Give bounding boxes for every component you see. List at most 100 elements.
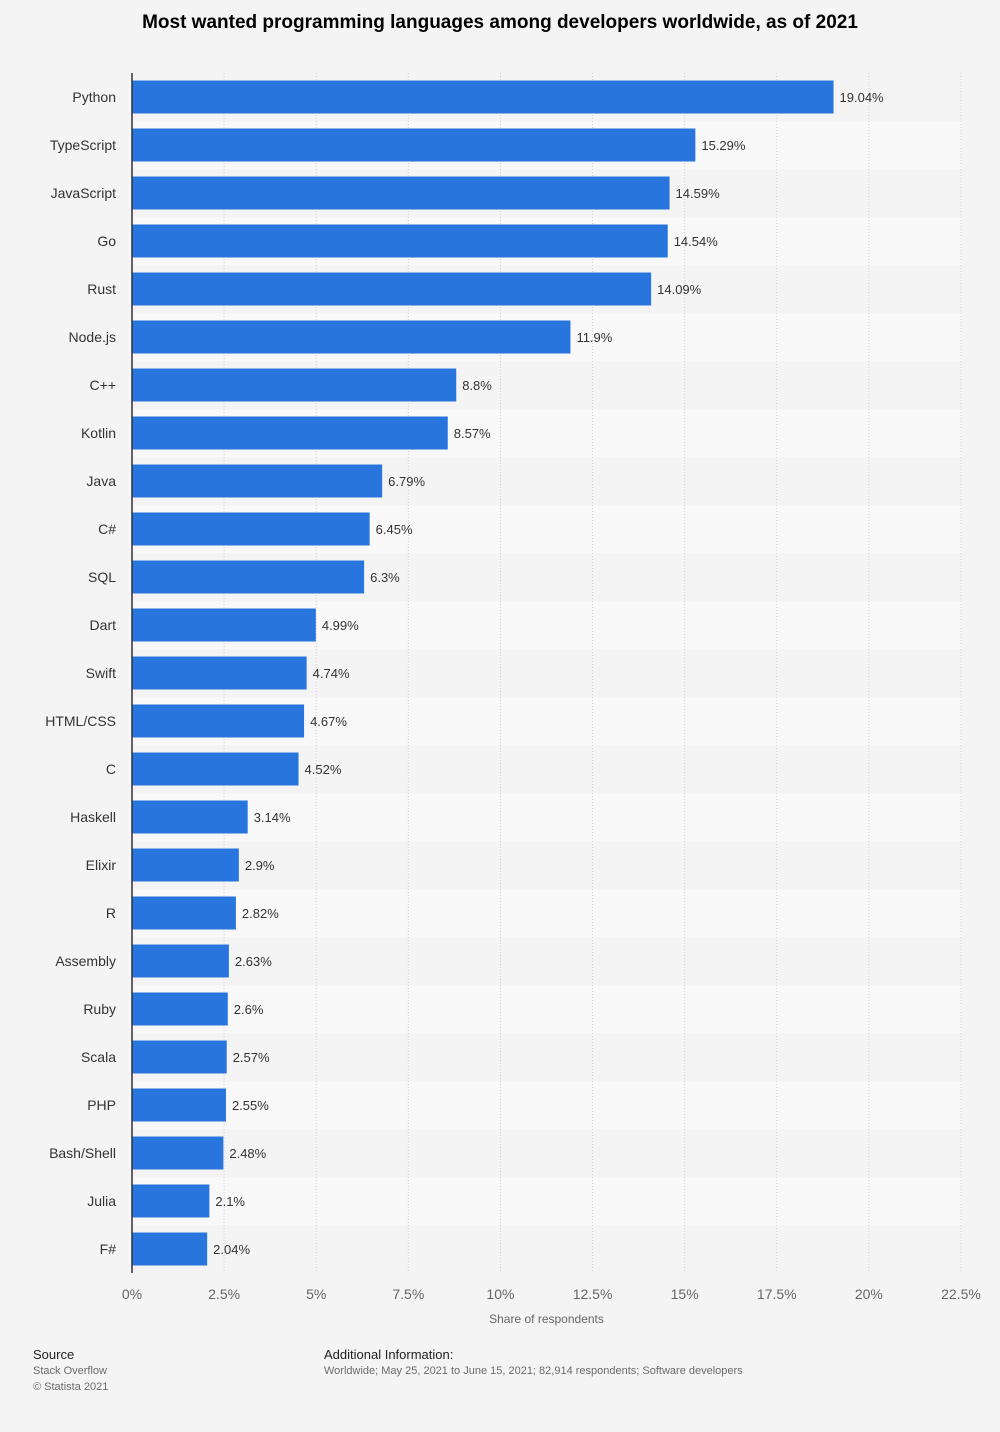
- additional-info-heading: Additional Information:: [324, 1347, 454, 1362]
- bar: [132, 224, 668, 258]
- bar: [132, 800, 248, 834]
- category-label: Kotlin: [81, 425, 116, 441]
- category-label: F#: [100, 1241, 117, 1257]
- x-tick-label: 15%: [671, 1286, 699, 1302]
- bar: [132, 1088, 226, 1122]
- row-band: [132, 1081, 961, 1129]
- value-label: 14.09%: [657, 282, 702, 297]
- category-label: C++: [90, 377, 116, 393]
- bar-chart: Python 19.04% TypeScript 15.29% JavaScript 14…: [45, 73, 981, 1326]
- category-label: Assembly: [55, 953, 116, 969]
- value-label: 4.74%: [313, 666, 350, 681]
- category-label: Swift: [86, 665, 116, 681]
- category-label: Dart: [90, 617, 117, 633]
- category-label: TypeScript: [50, 137, 116, 153]
- x-tick-label: 22.5%: [941, 1286, 981, 1302]
- category-label: JavaScript: [51, 185, 116, 201]
- bar: [132, 1136, 224, 1170]
- value-label: 4.99%: [322, 618, 359, 633]
- bar: [132, 1040, 227, 1074]
- value-label: 6.3%: [370, 570, 400, 585]
- value-label: 11.9%: [576, 330, 612, 345]
- x-tick-label: 17.5%: [757, 1286, 797, 1302]
- category-label: Scala: [81, 1049, 116, 1065]
- bar: [132, 176, 670, 210]
- bar: [132, 80, 834, 114]
- x-tick-label: 2.5%: [208, 1286, 240, 1302]
- value-label: 2.48%: [229, 1146, 266, 1161]
- bar: [132, 320, 571, 354]
- bar: [132, 704, 305, 738]
- source-name: Stack Overflow: [33, 1365, 107, 1377]
- bar: [132, 272, 652, 306]
- value-label: 8.57%: [454, 426, 491, 441]
- x-axis-title: Share of respondents: [489, 1312, 604, 1326]
- bar: [132, 1232, 208, 1266]
- bar: [132, 752, 299, 786]
- bar: [132, 512, 370, 546]
- source-heading: Source: [33, 1347, 75, 1362]
- value-label: 2.63%: [235, 954, 272, 969]
- x-tick-label: 7.5%: [392, 1286, 424, 1302]
- value-label: 2.82%: [242, 906, 279, 921]
- category-label: PHP: [87, 1097, 116, 1113]
- category-label: Elixir: [86, 857, 117, 873]
- x-tick-label: 20%: [855, 1286, 883, 1302]
- category-label: HTML/CSS: [45, 713, 116, 729]
- bar: [132, 128, 696, 162]
- category-label: Java: [86, 473, 116, 489]
- copyright: © Statista 2021: [33, 1381, 109, 1393]
- value-label: 8.8%: [462, 378, 492, 393]
- category-label: Julia: [87, 1193, 116, 1209]
- value-label: 15.29%: [701, 138, 746, 153]
- additional-info-text: Worldwide; May 25, 2021 to June 15, 2021…: [324, 1365, 743, 1377]
- value-label: 14.54%: [674, 234, 719, 249]
- value-label: 2.6%: [234, 1002, 264, 1017]
- value-label: 19.04%: [840, 90, 885, 105]
- value-label: 2.57%: [233, 1050, 270, 1065]
- category-label: Go: [97, 233, 116, 249]
- bar: [132, 464, 383, 498]
- bar: [132, 992, 228, 1026]
- source-block: Source Stack Overflow © Statista 2021: [33, 1347, 108, 1395]
- value-label: 2.1%: [215, 1194, 245, 1209]
- x-tick-label: 10%: [486, 1286, 514, 1302]
- chart-title: Most wanted programming languages among …: [142, 12, 858, 33]
- value-label: 3.14%: [254, 810, 291, 825]
- category-label: Ruby: [83, 1001, 116, 1017]
- bar: [132, 848, 239, 882]
- category-label: C: [106, 761, 116, 777]
- category-label: R: [106, 905, 116, 921]
- x-tick-label: 0%: [122, 1286, 142, 1302]
- category-label: C#: [98, 521, 116, 537]
- row-band: [132, 985, 961, 1033]
- category-label: Python: [72, 89, 116, 105]
- bar: [132, 1184, 210, 1218]
- bar: [132, 416, 448, 450]
- value-label: 6.79%: [388, 474, 425, 489]
- category-label: Rust: [87, 281, 116, 297]
- bar: [132, 608, 316, 642]
- row-band: [132, 793, 961, 841]
- row-band: [132, 889, 961, 937]
- value-label: 4.52%: [305, 762, 342, 777]
- value-label: 14.59%: [676, 186, 721, 201]
- bar: [132, 944, 229, 978]
- value-label: 4.67%: [310, 714, 347, 729]
- bar: [132, 656, 307, 690]
- value-label: 2.04%: [213, 1242, 250, 1257]
- category-label: Bash/Shell: [49, 1145, 116, 1161]
- value-label: 2.55%: [232, 1098, 269, 1113]
- x-tick-label: 12.5%: [573, 1286, 613, 1302]
- value-label: 6.45%: [376, 522, 413, 537]
- x-tick-label: 5%: [306, 1286, 326, 1302]
- bar: [132, 368, 457, 402]
- value-label: 2.9%: [245, 858, 275, 873]
- bar: [132, 896, 236, 930]
- category-label: Node.js: [69, 329, 116, 345]
- category-label: Haskell: [70, 809, 116, 825]
- category-label: SQL: [88, 569, 116, 585]
- row-band: [132, 1177, 961, 1225]
- additional-info-block: Additional Information: Worldwide; May 2…: [324, 1347, 743, 1379]
- bar: [132, 560, 365, 594]
